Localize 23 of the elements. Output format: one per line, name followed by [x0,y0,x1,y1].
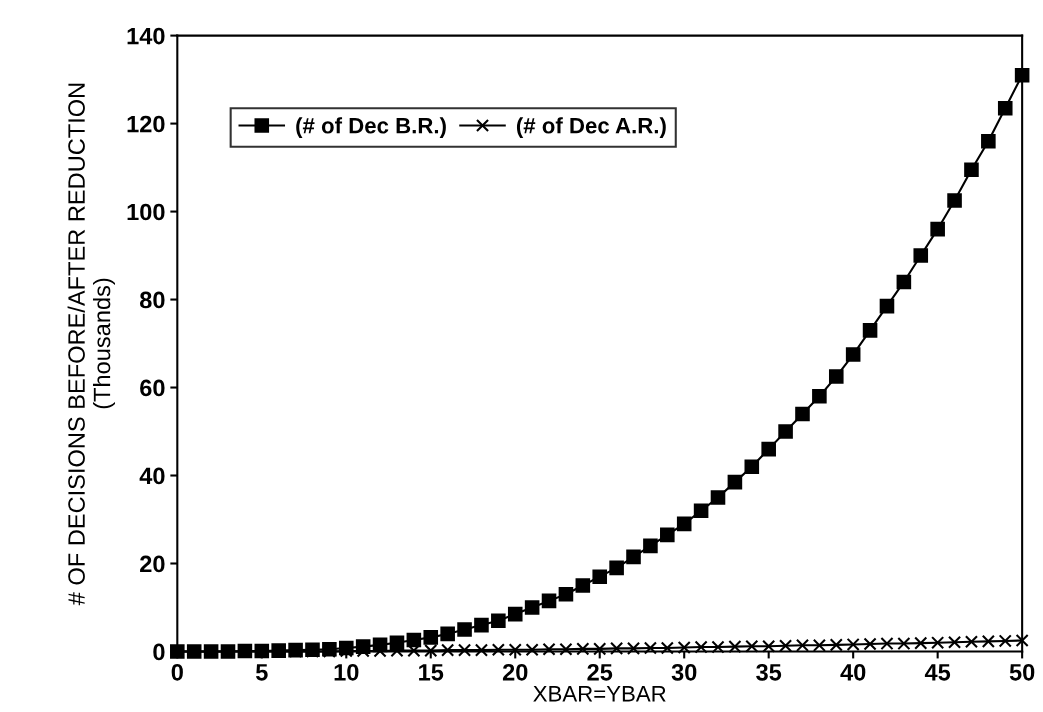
x-tick-label: 30 [671,663,697,681]
x-tick-label: 50 [1009,663,1035,681]
x-axis-title: XBAR=YBAR [533,686,666,702]
x-tick-label: 5 [255,664,268,681]
x-tick-label: 15 [419,664,444,681]
y-tick-label: 80 [139,291,165,309]
y-tick-label: 20 [140,555,165,573]
y-tick-label: 100 [127,203,165,221]
y-tick-label: 40 [139,467,165,485]
x-tick-label: 0 [171,663,183,681]
y-tick-label: 120 [127,115,165,133]
x-tick-label: 20 [502,663,528,681]
y-tick-label: 0 [153,643,165,661]
y-axis-title: # OF DECISIONS BEFORE/AFTER REDUCTION (Thousands) [67,83,115,606]
x-tick-label: 45 [924,664,951,681]
x-tick-label: 25 [587,663,613,681]
y-tick-label: 140 [127,27,165,45]
x-tick-label: 35 [756,663,782,681]
y-tick-label: 60 [140,379,165,397]
x-tick-label: 10 [334,663,359,681]
x-tick-label: 40 [840,663,866,681]
legend-label: (# of Dec A.R.) [516,117,666,138]
legend-label: (# of Dec B.R.) [296,117,446,138]
